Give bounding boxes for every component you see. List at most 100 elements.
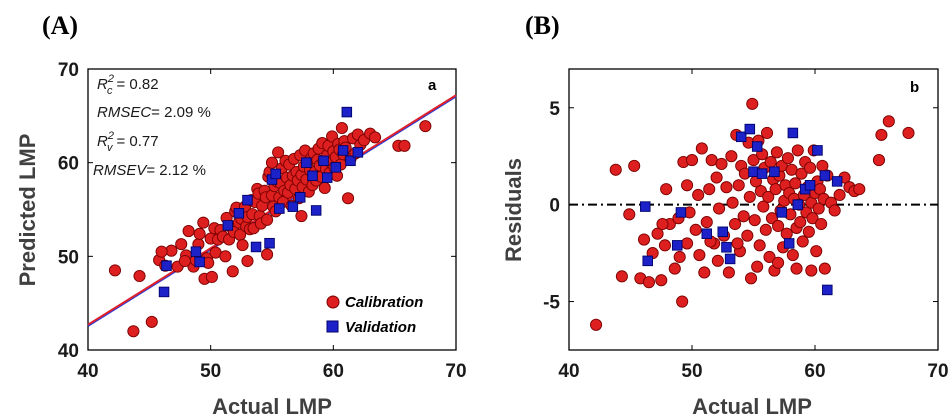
calibration-point [629,160,640,171]
validation-point [223,221,233,231]
stat-rv2-sup: 2 [107,130,114,142]
ticks-b [569,69,938,350]
calibration-point [716,158,727,169]
calibration-point [797,236,808,247]
calibration-point [747,98,758,109]
calibration-point [765,156,776,167]
calibration-point [701,216,712,227]
calibration-point [754,240,765,251]
x-tick-label: 50 [200,361,221,382]
calibration-point [296,210,307,221]
calibration-point [834,189,845,200]
legend-calibration-marker [327,296,339,308]
calibration-point [669,263,680,274]
validation-point [302,158,312,168]
calibration-point [829,205,840,216]
calibration-point [369,132,380,143]
calibration-point [220,251,231,262]
calibration-point [727,197,738,208]
validation-point [672,241,682,251]
calibration-point [806,265,817,276]
validation-point [353,148,363,158]
stat-rmsec-value: = 2.09 % [151,104,211,121]
calibration-point [804,162,815,173]
validation-point [640,202,650,212]
y-tick-label: 70 [58,60,79,81]
calibration-point [681,180,692,191]
calibration-point [745,273,756,284]
stat-rc2-sub: c [107,85,113,97]
calibration-point [227,266,238,277]
calibration-point [721,182,732,193]
calibration-point [261,214,272,225]
calibration-point [638,234,649,245]
calibration-point [752,261,763,272]
validation-point [777,208,787,218]
validation-point [234,208,244,218]
calibration-point [198,217,209,228]
calibration-point [657,218,668,229]
validation-point [251,242,261,252]
calibration-point [883,116,894,127]
x-axis-title-a: Actual LMP [212,394,332,419]
stat-rc2: R2 c = 0.82 [97,73,159,97]
calibration-point [590,319,601,330]
calibration-point [616,271,627,282]
calibration-point [771,147,782,158]
calibration-point [816,218,827,229]
validation-point [295,193,305,203]
stats-block: R2 c = 0.82 RMSEC= 2.09 % R2 v = 0.77 RMSEV=… [93,73,211,179]
validation-point [718,227,728,237]
calibration-point [696,143,707,154]
calibration-point [738,211,749,222]
calibration-point [146,316,157,327]
validation-point [275,204,285,214]
calibration-point [420,121,431,132]
calibration-point [803,226,814,237]
calibration-point [686,154,697,165]
calibration-point [723,267,734,278]
y-tick-label: 60 [58,154,79,175]
calibration-point [659,240,670,251]
calibration-point [681,238,692,249]
calibration-point [732,238,743,249]
legend-calibration-label: Calibration [345,294,423,311]
panel-label-a: (A) [42,11,78,40]
x-tick-label: 40 [558,361,579,382]
points-b [590,98,914,330]
calibration-point [792,145,803,156]
calibration-point [183,225,194,236]
calibration-point [661,184,672,195]
y-tick-label: 40 [58,341,79,362]
validation-point [725,254,735,264]
x-tick-label: 70 [927,361,948,382]
stat-rmsec-label: RMSEC [97,104,151,121]
calibration-point [787,249,798,260]
stat-rv2: R2 v = 0.77 [97,130,159,154]
validation-point [643,256,653,266]
validation-point [191,247,201,257]
calibration-point [726,151,737,162]
validation-point [162,261,172,271]
stat-rv2-sub: v [107,142,114,154]
calibration-point [742,230,753,241]
calibration-point [336,122,347,133]
calibration-point [261,249,272,260]
x-tick-label: 50 [681,361,702,382]
validation-point [757,169,767,179]
validation-point [676,208,686,218]
validation-point [702,229,712,239]
calibration-point [656,275,667,286]
validation-point [752,142,762,152]
calibration-point [749,215,760,226]
calibration-point [128,326,139,337]
calibration-point [795,216,806,227]
calibration-point [873,154,884,165]
validation-point [820,171,830,181]
calibration-point [156,246,167,257]
calibration-point [712,255,723,266]
calibration-point [729,218,740,229]
validation-point [805,180,815,190]
